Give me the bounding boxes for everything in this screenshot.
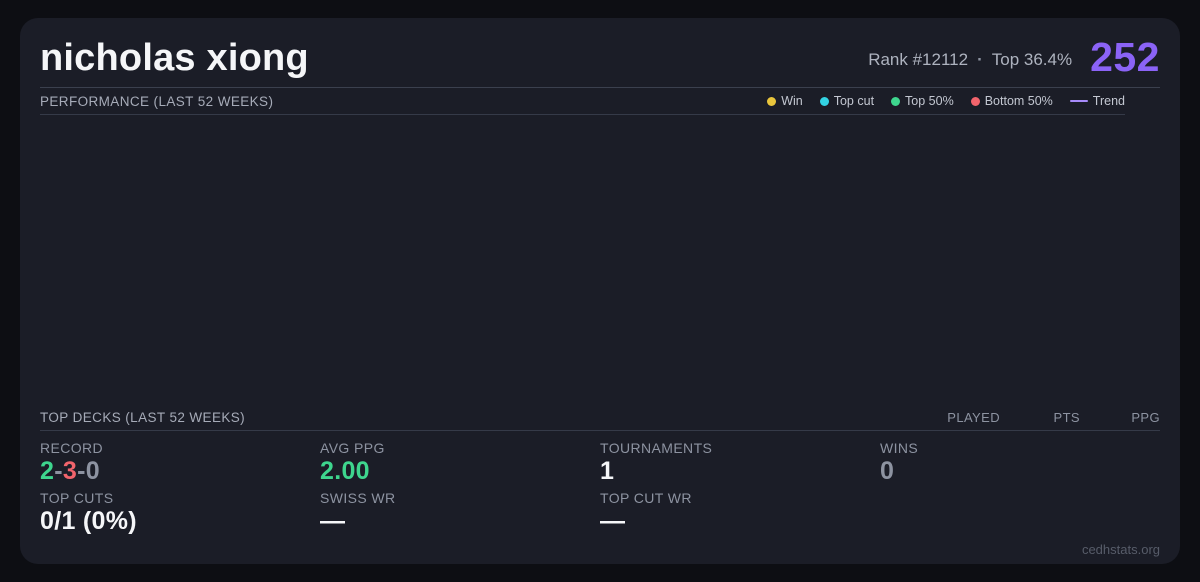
tournaments-label: TOURNAMENTS — [600, 440, 713, 456]
record-label: RECORD — [40, 440, 104, 456]
player-name: nicholas xiong — [40, 37, 309, 79]
record-separator: - — [77, 457, 86, 485]
column-ppg: PPG — [1131, 409, 1160, 425]
legend-top-cut: Top cut — [819, 94, 875, 108]
header-right: Rank #12112 · Top 36.4% 252 — [868, 34, 1160, 81]
top-percent-text: Top 36.4% — [991, 50, 1073, 69]
top-cut-wr-label: TOP CUT WR — [600, 489, 692, 506]
legend-top-50: Top 50% — [891, 94, 954, 108]
wins-value: 0 — [880, 457, 895, 485]
performance-title: PERFORMANCE (LAST 52 WEEKS) — [40, 93, 274, 109]
performance-header: PERFORMANCE (LAST 52 WEEKS) Win Top cut … — [40, 88, 1125, 115]
legend-top-cut-label: Top cut — [833, 94, 875, 108]
top-decks-columns: PLAYED PTS PPG — [905, 410, 1160, 425]
top-50-dot-icon — [891, 96, 901, 106]
player-points: 252 — [1090, 34, 1160, 81]
record-separator: - — [54, 457, 63, 485]
legend-bottom-50-label: Bottom 50% — [984, 94, 1053, 108]
top-cuts-value: 0/1 (0%) — [40, 506, 137, 535]
swiss-wr-label: SWISS WR — [320, 489, 396, 506]
top-cuts-label: TOP CUTS — [40, 489, 114, 506]
legend-bottom-50: Bottom 50% — [970, 94, 1053, 108]
chart-legend: Win Top cut Top 50% Bottom 50% Trend — [767, 94, 1125, 108]
top-decks-header: TOP DECKS (LAST 52 WEEKS) PLAYED PTS PPG — [40, 404, 1160, 431]
tournaments-value: 1 — [600, 457, 615, 485]
rank-line: Rank #12112 · Top 36.4% — [868, 50, 1072, 77]
stat-column-wins: WINS 0 — [880, 438, 1160, 540]
legend-win-label: Win — [781, 94, 803, 108]
site-watermark: cedhstats.org — [1081, 542, 1160, 557]
legend-trend-label: Trend — [1092, 94, 1125, 108]
legend-win: Win — [767, 94, 803, 108]
record-wins: 2 — [40, 457, 55, 485]
rank-separator: · — [977, 50, 983, 69]
column-played: PLAYED — [947, 409, 1000, 425]
record-value: 2-3-0 — [40, 456, 320, 487]
player-stats-card: nicholas xiong Rank #12112 · Top 36.4% 2… — [20, 18, 1180, 564]
swiss-wr-value: — — [320, 506, 346, 535]
performance-chart-area — [40, 115, 1160, 404]
bottom-50-dot-icon — [970, 96, 980, 106]
card-header: nicholas xiong Rank #12112 · Top 36.4% 2… — [40, 18, 1160, 88]
column-pts: PTS — [1053, 409, 1080, 425]
record-losses: 3 — [62, 457, 78, 485]
avg-ppg-label: AVG PPG — [320, 440, 385, 456]
legend-top-50-label: Top 50% — [905, 94, 954, 108]
legend-trend: Trend — [1069, 94, 1125, 108]
stats-grid: RECORD 2-3-0 TOP CUTS 0/1 (0%) AVG PPG 2… — [40, 438, 1160, 540]
stat-column-ppg: AVG PPG 2.00 SWISS WR — — [320, 438, 600, 540]
top-cut-wr-value: — — [600, 506, 626, 535]
top-decks-title: TOP DECKS (LAST 52 WEEKS) — [40, 409, 246, 425]
win-dot-icon — [767, 96, 777, 106]
record-draws: 0 — [85, 457, 100, 485]
wins-label: WINS — [880, 440, 919, 456]
rank-text: Rank #12112 — [868, 50, 969, 69]
trend-line-icon — [1069, 99, 1088, 103]
avg-ppg-value: 2.00 — [320, 457, 370, 485]
stat-column-tournaments: TOURNAMENTS 1 TOP CUT WR — — [600, 438, 880, 540]
top-cut-dot-icon — [819, 96, 829, 106]
stat-column-record: RECORD 2-3-0 TOP CUTS 0/1 (0%) — [40, 438, 320, 540]
